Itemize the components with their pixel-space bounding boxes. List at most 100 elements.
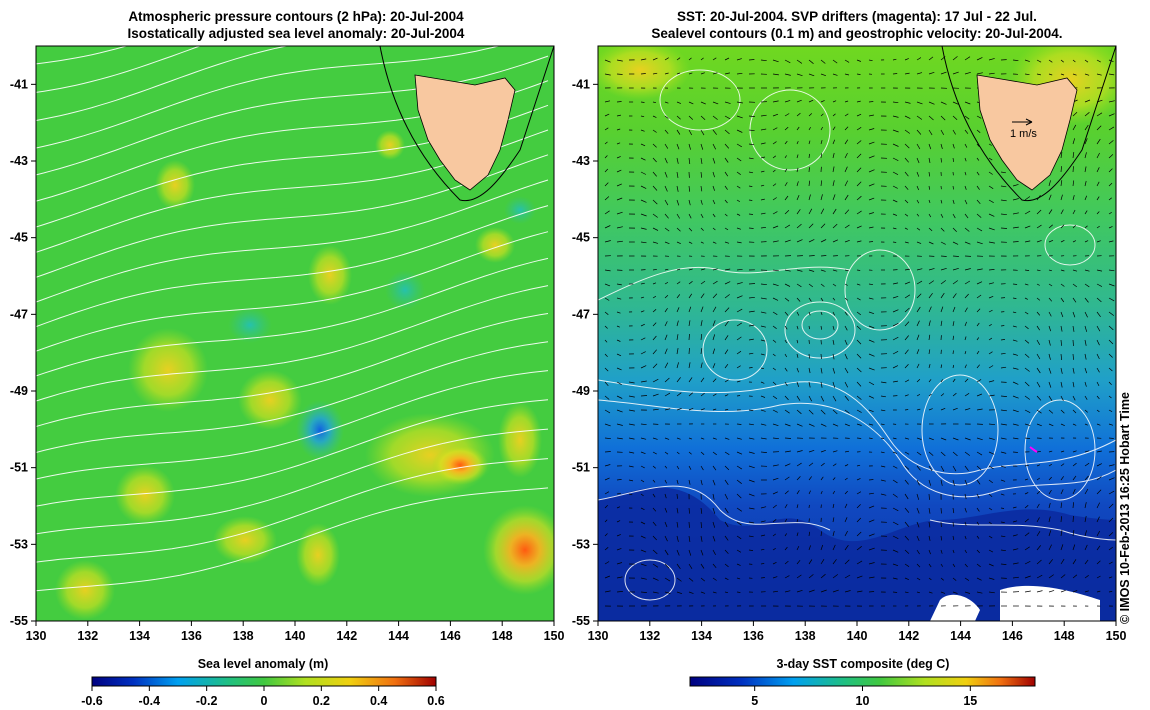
velocity-arrow [952,407,958,411]
velocity-arrow [772,183,777,187]
velocity-arrow [856,181,862,187]
velocity-arrow [1084,462,1090,467]
velocity-arrow [856,367,862,373]
velocity-arrow [784,239,791,243]
velocity-arrow [808,239,815,243]
x-tick-label: 134 [691,629,712,643]
velocity-arrow [664,72,669,75]
velocity-arrow [1072,195,1075,201]
velocity-arrow [784,311,789,316]
velocity-arrow [784,533,787,537]
velocity-arrow [976,115,982,119]
velocity-arrow [868,339,875,343]
velocity-arrow [952,335,954,341]
velocity-arrow [832,126,836,131]
velocity-arrow [844,367,849,374]
velocity-arrow [1060,423,1065,427]
velocity-arrow [1036,283,1040,286]
velocity-arrow [1036,409,1042,414]
velocity-arrow [880,465,886,468]
velocity-arrow [712,280,718,285]
velocity-arrow [832,297,836,301]
velocity-arrow [832,166,835,173]
velocity-arrow [964,268,971,271]
velocity-arrow [688,320,691,327]
velocity-arrow [736,380,741,383]
velocity-arrow [748,409,754,411]
velocity-arrow [1084,516,1087,523]
velocity-arrow [1096,196,1100,201]
tasmania-land [414,74,516,191]
velocity-arrow [796,559,801,565]
velocity-arrow [760,226,767,229]
velocity-arrow [844,490,848,495]
velocity-arrow [856,504,861,509]
velocity-arrow [976,308,981,313]
x-tick-label: 146 [1002,629,1023,643]
velocity-arrow [904,437,910,440]
velocity-arrow [1084,59,1089,63]
velocity-arrow [1096,240,1101,243]
velocity-arrow [1096,269,1103,272]
y-tick-label: -53 [10,537,28,551]
velocity-arrow [796,409,802,415]
velocity-arrow [688,72,693,75]
velocity-arrow [976,171,980,176]
velocity-arrow [1048,283,1053,287]
velocity-arrow [796,194,800,201]
velocity-arrow [796,353,799,358]
velocity-arrow [820,325,823,330]
velocity-arrow [760,367,765,370]
velocity-arrow [1108,154,1114,159]
velocity-arrow [688,549,692,556]
velocity-arrow [904,185,909,190]
velocity-arrow [628,493,633,496]
velocity-arrow [652,507,657,512]
velocity-arrow [964,157,967,162]
velocity-arrow [808,367,811,374]
velocity-arrow [688,451,692,455]
velocity-arrow [856,325,862,330]
velocity-arrow [1108,182,1113,187]
velocity-arrow [784,269,791,272]
velocity-arrow [1072,530,1075,537]
velocity-arrow [724,379,729,383]
velocity-arrow [700,479,703,486]
velocity-arrow [1072,138,1076,145]
velocity-arrow [784,575,790,579]
velocity-arrow [640,143,646,147]
velocity-arrow [964,507,967,513]
velocity-arrow [784,195,789,201]
velocity-arrow [748,143,755,146]
velocity-arrow [676,377,681,383]
velocity-arrow [664,377,670,383]
x-tick-label: 134 [129,629,150,643]
velocity-arrow [820,239,827,243]
velocity-arrow [1012,576,1019,579]
velocity-arrow [760,534,766,537]
velocity-arrow [820,126,824,131]
velocity-arrow [1108,464,1115,467]
velocity-arrow [976,535,980,539]
velocity-arrow [1048,463,1052,467]
velocity-arrow [964,213,969,219]
velocity-arrow [976,549,980,554]
velocity-arrow [904,335,909,341]
velocity-arrow [736,199,740,202]
velocity-arrow [664,57,669,61]
velocity-arrow [844,381,849,388]
velocity-arrow [664,185,668,192]
velocity-arrow [736,185,741,189]
velocity-arrow [952,199,955,205]
velocity-arrow [988,269,995,271]
velocity-arrow [748,129,755,132]
velocity-arrow [748,451,755,454]
velocity-arrow [616,395,623,399]
velocity-arrow [1084,73,1090,76]
velocity-arrow [760,548,765,551]
velocity-arrow [616,409,623,413]
velocity-arrow [1108,168,1113,173]
velocity-arrow [916,143,921,150]
velocity-arrow [820,409,826,415]
velocity-arrow [928,280,935,285]
